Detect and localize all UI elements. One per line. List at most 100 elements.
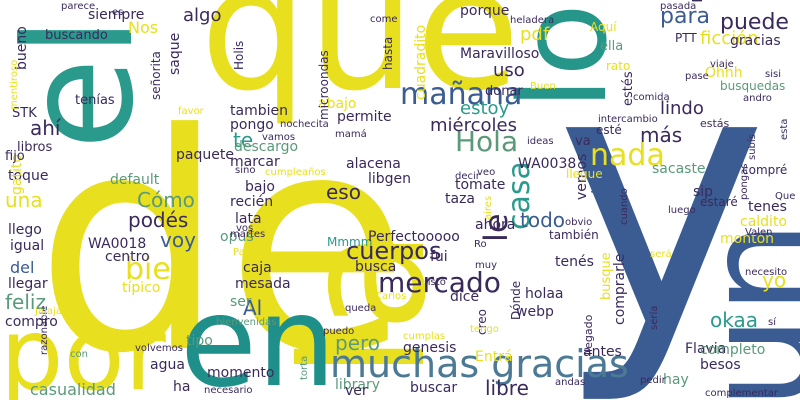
word-169-decir: decir bbox=[455, 171, 480, 182]
word-85-llegar: llegar bbox=[8, 276, 48, 292]
word-56-paquete: paquete bbox=[176, 147, 234, 163]
word-29-libre: libre bbox=[485, 376, 529, 400]
word-93-dice: dice bbox=[450, 289, 480, 305]
word-190-subis: subís bbox=[747, 134, 758, 160]
word-84-del: del bbox=[10, 258, 35, 277]
word-175-comida: comida bbox=[633, 92, 670, 103]
word-89-busca: busca bbox=[355, 259, 397, 275]
word-126-ptt: PTT bbox=[675, 31, 697, 45]
word-82-wa0018: WA0018 bbox=[88, 236, 147, 252]
word-20-ficcion: ficción bbox=[700, 28, 759, 49]
word-179-andro: andro bbox=[743, 93, 772, 104]
word-44-maravilloso: Maravilloso bbox=[460, 46, 540, 62]
word-112-hasta: hasta bbox=[381, 36, 395, 70]
word-64-tambien: también bbox=[549, 228, 599, 242]
word-71-default: default bbox=[110, 172, 160, 188]
word-70-caldito: caldito bbox=[740, 214, 787, 230]
word-59-libgen: libgen bbox=[368, 171, 412, 187]
word-61-tomate: tomate bbox=[455, 177, 506, 193]
word-148-pedir: pedir bbox=[640, 375, 666, 386]
word-90-fui: fui bbox=[430, 249, 448, 265]
word-163-muy: muy bbox=[475, 260, 497, 271]
word-166-vos: vos bbox=[236, 223, 254, 234]
word-66-sacaste: sacaste bbox=[652, 161, 706, 177]
word-130-este: esté bbox=[596, 123, 622, 137]
word-23-una: una bbox=[5, 188, 43, 212]
word-141-ideas: ideas bbox=[527, 136, 554, 147]
word-31-okaa: okaa bbox=[710, 308, 758, 332]
word-145-necesito: necesito bbox=[745, 267, 788, 278]
word-54-descargo: descargo bbox=[234, 139, 299, 155]
word-177-pase: pase bbox=[685, 71, 709, 82]
word-15-bien: bien bbox=[125, 252, 190, 287]
word-108-completo: completo bbox=[700, 342, 766, 358]
word-154-volvemos: volvemos bbox=[135, 343, 183, 354]
word-97-genesis: genesis bbox=[403, 340, 457, 356]
word-117-saque: saque bbox=[167, 32, 183, 75]
word-140-llegue: llegue bbox=[566, 167, 603, 181]
word-184-come: come bbox=[370, 14, 398, 25]
word-127-aqui: Aquí bbox=[590, 20, 617, 34]
word-10-manana: mañana bbox=[400, 77, 523, 112]
word-47-nos: Nos bbox=[128, 18, 159, 37]
word-194-aires: aires bbox=[483, 195, 494, 220]
word-186-parece: parece bbox=[61, 1, 96, 12]
word-122-fijo: fijo bbox=[5, 149, 25, 164]
word-73-recien: recién bbox=[230, 194, 274, 210]
word-22-feliz: feliz bbox=[5, 290, 46, 314]
word-55-abajo: abajo bbox=[318, 96, 357, 112]
word-32-al: Al bbox=[243, 296, 263, 320]
word-43-pdf: pdf bbox=[520, 24, 550, 45]
word-69-monton: montón bbox=[720, 231, 775, 247]
word-173-nochecita: nochecita bbox=[280, 119, 329, 130]
word-88-mesada: mesada bbox=[235, 276, 291, 292]
word-76-mmmm: Mmmm bbox=[327, 235, 373, 249]
word-81-igual: igual bbox=[10, 238, 45, 254]
word-131-estare: estaré bbox=[700, 195, 738, 209]
word-133-donde: Dónde bbox=[509, 280, 523, 320]
word-171-mama: mamá bbox=[335, 129, 367, 140]
word-196-seria: sería bbox=[649, 305, 660, 330]
word-51-permite: permite bbox=[337, 109, 392, 125]
word-68-tenes: tenes bbox=[748, 199, 787, 215]
word-120-stk: STK bbox=[12, 106, 37, 121]
word-172-vamos: vamos bbox=[262, 132, 296, 143]
word-185-es: es bbox=[112, 7, 124, 18]
word-146-si: sí bbox=[768, 317, 776, 328]
word-74-lata: lata bbox=[235, 211, 262, 227]
word-105-hay: hay bbox=[663, 372, 689, 388]
word-116-senorita: señorita bbox=[149, 51, 163, 100]
word-123-ella: ella bbox=[600, 39, 624, 54]
word-165-martes: martes bbox=[230, 229, 266, 240]
word-113-cuadradito: cuadradito bbox=[413, 24, 429, 100]
word-111-porque: porque bbox=[460, 3, 510, 19]
word-42-uso: uso bbox=[493, 60, 525, 81]
word-151-cumplas: cumplas bbox=[403, 331, 446, 342]
word-39-lindo: lindo bbox=[660, 98, 704, 119]
word-36-como: Cómo bbox=[137, 188, 195, 212]
word-34-podes: podés bbox=[128, 208, 189, 232]
word-62-taza: taza bbox=[445, 191, 475, 207]
word-30-casualidad: casualidad bbox=[30, 380, 116, 399]
word-87-caja: caja bbox=[243, 260, 272, 276]
word-121-libros: libros bbox=[17, 140, 53, 155]
word-138-si: Sí bbox=[590, 178, 605, 197]
word-17-cuerpos: cuerpos bbox=[346, 237, 442, 265]
word-86-tipico: típico bbox=[122, 280, 161, 296]
word-8-por: por bbox=[0, 296, 166, 400]
word-102-buscar: buscar bbox=[410, 380, 458, 396]
word-187-mentiroso: mentiroso bbox=[9, 59, 20, 110]
word-95-ser: ser bbox=[230, 294, 252, 310]
word-98-momento: momento bbox=[207, 365, 275, 381]
word-53-pongo: pongo bbox=[230, 117, 274, 133]
word-159-torta: torta bbox=[299, 355, 310, 380]
word-162-listo: listo bbox=[425, 277, 446, 288]
word-181-esta: esta bbox=[779, 118, 790, 140]
word-92-webp: webp bbox=[516, 304, 554, 320]
word-183-pasada: pasada bbox=[660, 1, 697, 12]
word-52-tambien: tambien bbox=[230, 103, 288, 119]
word-136-busque: busque bbox=[599, 252, 614, 300]
word-180-sisi: sisi bbox=[765, 69, 781, 80]
word-193-cuando: cuando bbox=[619, 188, 630, 225]
word-78-toque: toque bbox=[8, 168, 49, 184]
